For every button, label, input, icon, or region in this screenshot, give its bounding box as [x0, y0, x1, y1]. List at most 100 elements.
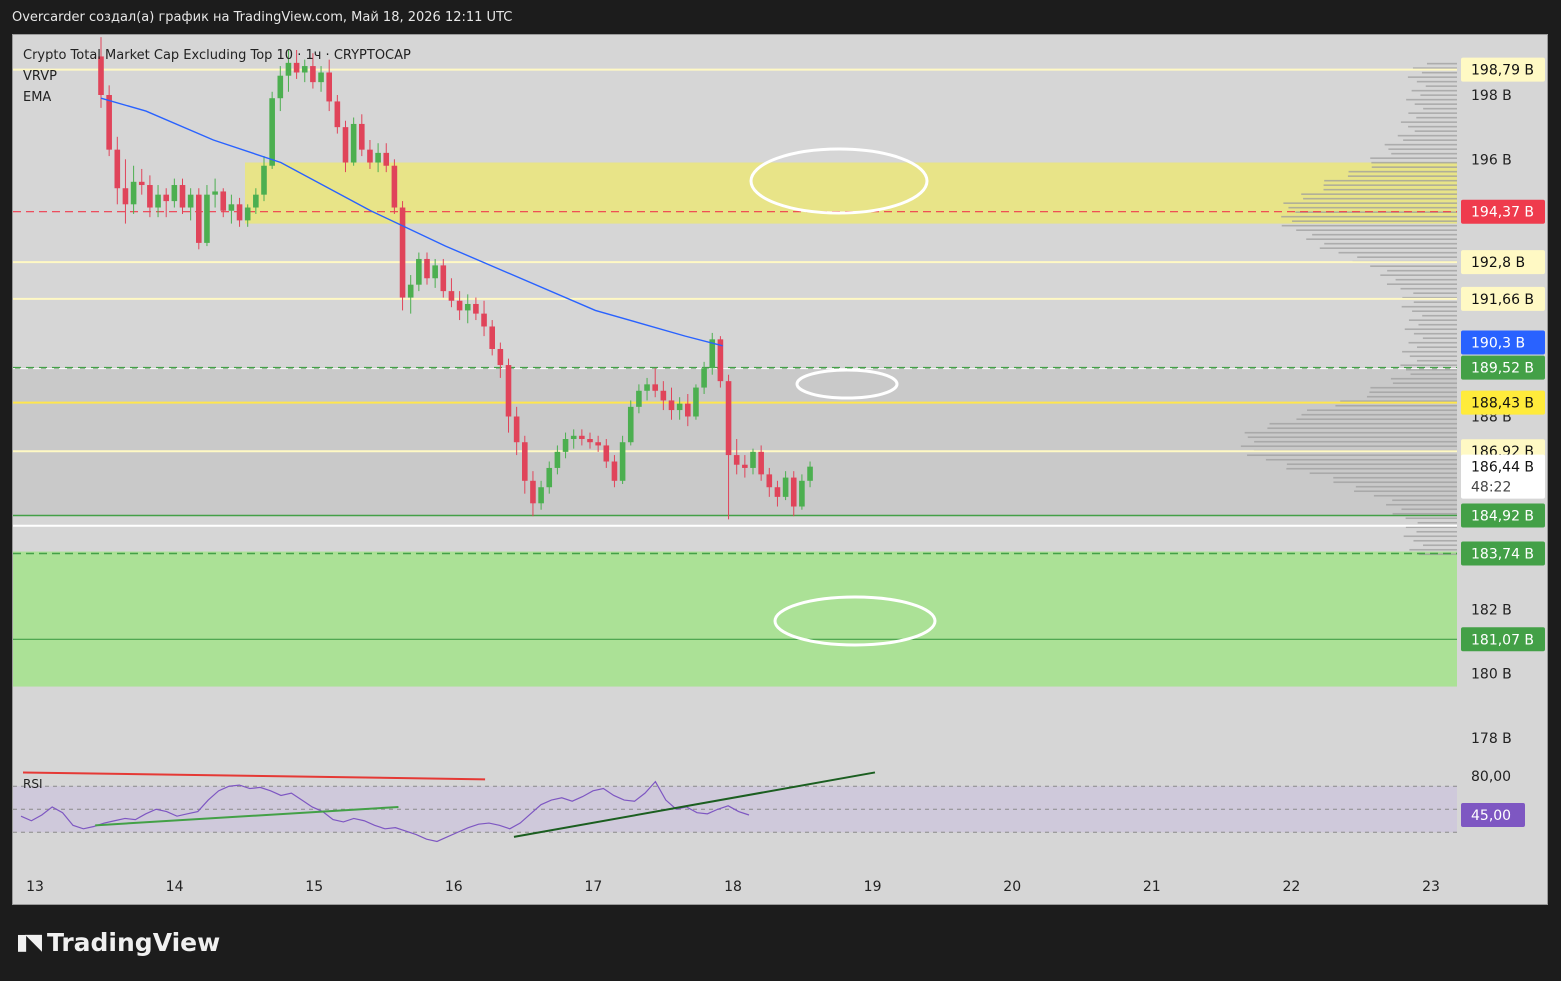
- volume-profile: [1240, 62, 1457, 556]
- candle-body: [399, 207, 406, 298]
- price-label: 181,07 B: [1461, 627, 1545, 652]
- volume-profile-bar: [1416, 80, 1457, 83]
- annotation-circle: [773, 595, 937, 647]
- price-label: 189,52 B: [1461, 355, 1545, 380]
- candle: [782, 471, 789, 501]
- candle-body: [709, 339, 716, 369]
- volume-profile-bar: [1413, 292, 1457, 295]
- volume-profile-bar: [1355, 485, 1457, 488]
- indicator-vrvp[interactable]: VRVP: [23, 69, 57, 84]
- candle-body: [489, 326, 495, 349]
- candle: [644, 377, 650, 401]
- volume-profile-bar: [1366, 395, 1457, 398]
- volume-profile-bar: [1348, 170, 1457, 173]
- candle: [725, 374, 732, 520]
- candle-body: [196, 194, 202, 243]
- volume-profile-bar: [1397, 134, 1457, 137]
- candle: [277, 66, 284, 112]
- volume-profile-bar: [1309, 472, 1457, 475]
- price-label-bg: [1461, 250, 1545, 275]
- volume-profile-bar: [1240, 445, 1457, 448]
- chart-frame[interactable]: Crypto Total Market Cap Excluding Top 10…: [12, 34, 1548, 905]
- volume-profile-bar: [1303, 197, 1457, 200]
- volume-profile-bar: [1286, 467, 1457, 470]
- y-tick-label: 196 B: [1471, 152, 1512, 168]
- candle-body: [652, 384, 658, 391]
- candle-body: [522, 442, 528, 481]
- volume-profile-bar: [1247, 436, 1457, 439]
- candle-body: [367, 149, 373, 163]
- volume-profile-bar: [1357, 256, 1457, 258]
- candle: [212, 178, 218, 208]
- volume-profile-bar: [1401, 508, 1457, 511]
- candle: [579, 429, 585, 446]
- price-label-text: 194,37 B: [1471, 205, 1534, 221]
- candle: [334, 95, 341, 134]
- volume-profile-bar: [1406, 98, 1457, 101]
- candle-body: [693, 387, 699, 417]
- candle-body: [269, 98, 275, 166]
- candle-body: [130, 181, 137, 205]
- candle-body: [505, 365, 512, 417]
- candles: [98, 37, 813, 520]
- indicator-ema[interactable]: EMA: [23, 90, 52, 105]
- candle-body: [342, 127, 349, 163]
- candle-body: [554, 451, 561, 468]
- candle-body: [416, 258, 422, 285]
- tradingview-logo[interactable]: ▮◥ TradingView: [16, 928, 220, 957]
- candle-body: [595, 442, 601, 446]
- candle-body: [440, 265, 447, 292]
- candle-body: [334, 101, 341, 128]
- candle-body: [742, 464, 748, 468]
- candle-body: [301, 66, 308, 73]
- rsi-value-bg: [1461, 803, 1525, 827]
- volume-profile-bar: [1244, 431, 1457, 434]
- price-label-bg: [1461, 286, 1545, 311]
- price-label: 188,43 B: [1461, 390, 1545, 415]
- price-label: 183,74 B: [1461, 541, 1545, 566]
- candle-body: [155, 194, 161, 208]
- candle: [147, 175, 153, 218]
- candle: [130, 165, 137, 214]
- volume-profile-bar: [1408, 341, 1457, 344]
- volume-profile-bar: [1401, 305, 1457, 308]
- volume-profile-bar: [1283, 202, 1457, 204]
- tradingview-logo-icon: ▮◥: [16, 930, 42, 955]
- volume-profile-bar: [1425, 85, 1457, 87]
- candle-body: [285, 62, 292, 76]
- price-label-text: 186,44 B: [1471, 460, 1534, 476]
- volume-profile-bar: [1416, 346, 1457, 349]
- candle-body: [513, 416, 520, 443]
- candle: [627, 400, 634, 446]
- candle-body: [359, 123, 365, 150]
- volume-profile-bar: [1400, 287, 1457, 290]
- candle-body: [138, 181, 145, 186]
- price-label: 194,37 B: [1461, 199, 1545, 224]
- x-tick-label: 14: [166, 879, 184, 895]
- rsi-line: [20, 780, 750, 843]
- volume-profile-bar: [1423, 544, 1457, 547]
- price-label-bg: [1461, 454, 1545, 499]
- volume-profile-bar: [1416, 359, 1457, 362]
- candle-body: [456, 300, 463, 311]
- candle: [114, 136, 121, 205]
- candle: [391, 159, 398, 214]
- volume-profile-bar: [1405, 526, 1457, 529]
- volume-profile-bar: [1395, 278, 1457, 281]
- symbol-title[interactable]: Crypto Total Market Cap Excluding Top 10…: [23, 48, 411, 63]
- volume-profile-bar: [1408, 319, 1457, 322]
- candle-body: [685, 403, 691, 417]
- candle: [261, 156, 267, 202]
- candle-body: [163, 194, 169, 202]
- x-tick-label: 21: [1143, 879, 1161, 895]
- price-label-bg: [1461, 199, 1545, 224]
- candle: [464, 294, 471, 324]
- volume-profile-bar: [1323, 184, 1457, 186]
- candle-body: [546, 467, 553, 488]
- candle-body: [261, 165, 267, 195]
- volume-profile-bar: [1403, 139, 1457, 141]
- x-tick-label: 18: [724, 879, 742, 895]
- candle: [293, 49, 300, 79]
- volume-profile-bar: [1413, 332, 1457, 335]
